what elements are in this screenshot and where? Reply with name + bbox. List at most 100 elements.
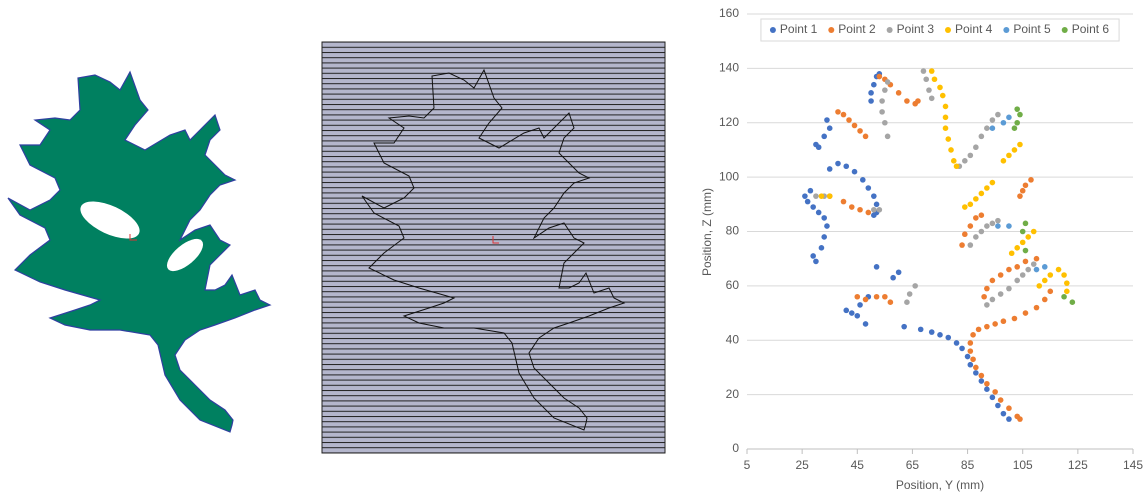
data-point [810, 204, 816, 210]
data-point [1041, 296, 1048, 303]
data-point [995, 402, 1001, 409]
data-point [857, 128, 863, 134]
data-point [1011, 147, 1018, 153]
legend: Point 1 Point 2 Point 3 Point 4 Point 5 Point… [760, 18, 1120, 42]
data-point [1006, 223, 1012, 229]
data-point [1047, 288, 1054, 295]
data-point [978, 212, 985, 218]
data-point [813, 193, 819, 199]
y-tick-label: 80 [726, 224, 740, 238]
y-tick-label: 140 [719, 61, 739, 75]
data-point [895, 269, 902, 276]
data-point [981, 293, 987, 300]
data-point [884, 133, 891, 140]
data-point [923, 76, 930, 83]
data-point [962, 231, 968, 238]
data-point [818, 193, 825, 199]
data-point [862, 133, 869, 140]
data-point [1022, 247, 1029, 254]
data-point [1014, 106, 1020, 112]
data-point [1008, 250, 1015, 257]
x-tick-label: 85 [961, 458, 975, 472]
data-point [821, 234, 827, 240]
data-point [879, 109, 885, 115]
data-point [1028, 177, 1034, 183]
data-point [851, 122, 858, 129]
data-point [871, 212, 877, 218]
data-point [989, 277, 996, 284]
data-point [942, 114, 949, 121]
data-point [973, 196, 979, 202]
legend-marker [945, 27, 951, 33]
data-point [846, 117, 852, 123]
data-point [873, 201, 880, 208]
data-point [928, 329, 935, 335]
legend-marker [1003, 27, 1010, 33]
data-point [959, 242, 965, 248]
data-point [835, 160, 841, 167]
data-point [1019, 239, 1026, 246]
data-point [1036, 283, 1043, 289]
data-point [826, 166, 833, 172]
data-point [945, 136, 952, 142]
data-point [1064, 288, 1070, 295]
data-point [970, 332, 976, 338]
data-point [1000, 158, 1007, 164]
data-point [1047, 272, 1054, 278]
data-point [967, 340, 974, 346]
data-point [978, 378, 985, 384]
data-point [959, 345, 965, 352]
data-point [984, 125, 990, 131]
data-point [942, 125, 949, 131]
legend-label: Point 1 [780, 22, 818, 36]
legend-label: Point 2 [838, 22, 876, 36]
legend-marker [769, 27, 776, 33]
data-point [1069, 299, 1076, 305]
data-point [851, 168, 858, 175]
data-point [962, 158, 968, 164]
data-point [862, 296, 869, 303]
legend-label: Point 4 [955, 22, 993, 36]
data-point [1000, 410, 1007, 417]
data-point [984, 323, 990, 330]
data-point [1041, 264, 1048, 270]
data-point [939, 92, 946, 99]
data-point [984, 386, 990, 392]
data-point [989, 394, 996, 401]
data-point [1006, 285, 1012, 292]
x-tick-label: 25 [795, 458, 809, 472]
sliced-leaf [321, 41, 666, 454]
data-point [848, 204, 855, 210]
data-point [964, 353, 971, 360]
y-axis-title: Position, Z (mm) [700, 188, 714, 276]
data-point [840, 111, 847, 118]
y-tick-label: 60 [726, 278, 740, 292]
data-point [1006, 416, 1012, 422]
data-point [973, 370, 979, 376]
data-point [1011, 315, 1018, 322]
data-point [1033, 266, 1040, 273]
legend-box [760, 18, 1120, 42]
data-point [978, 372, 985, 379]
data-point [807, 187, 814, 194]
data-point [810, 253, 816, 259]
x-tick-label: 105 [1013, 458, 1033, 472]
data-point [868, 98, 874, 104]
data-point [873, 264, 880, 270]
data-point [901, 323, 907, 330]
data-point [1006, 405, 1012, 412]
data-point [1019, 228, 1026, 235]
data-point [843, 307, 850, 314]
data-point [995, 217, 1001, 224]
data-point [920, 68, 927, 74]
data-point [926, 87, 932, 93]
data-point [857, 206, 863, 213]
y-tick-label: 120 [719, 115, 739, 129]
data-point [978, 133, 985, 140]
scatter-chart: Position, Y (mm) Position, Z (mm) 0 20 40 6… [700, 6, 1143, 492]
data-point [931, 76, 938, 83]
y-tick-label: 0 [732, 441, 739, 455]
data-point [854, 312, 861, 319]
data-point [1030, 228, 1037, 235]
